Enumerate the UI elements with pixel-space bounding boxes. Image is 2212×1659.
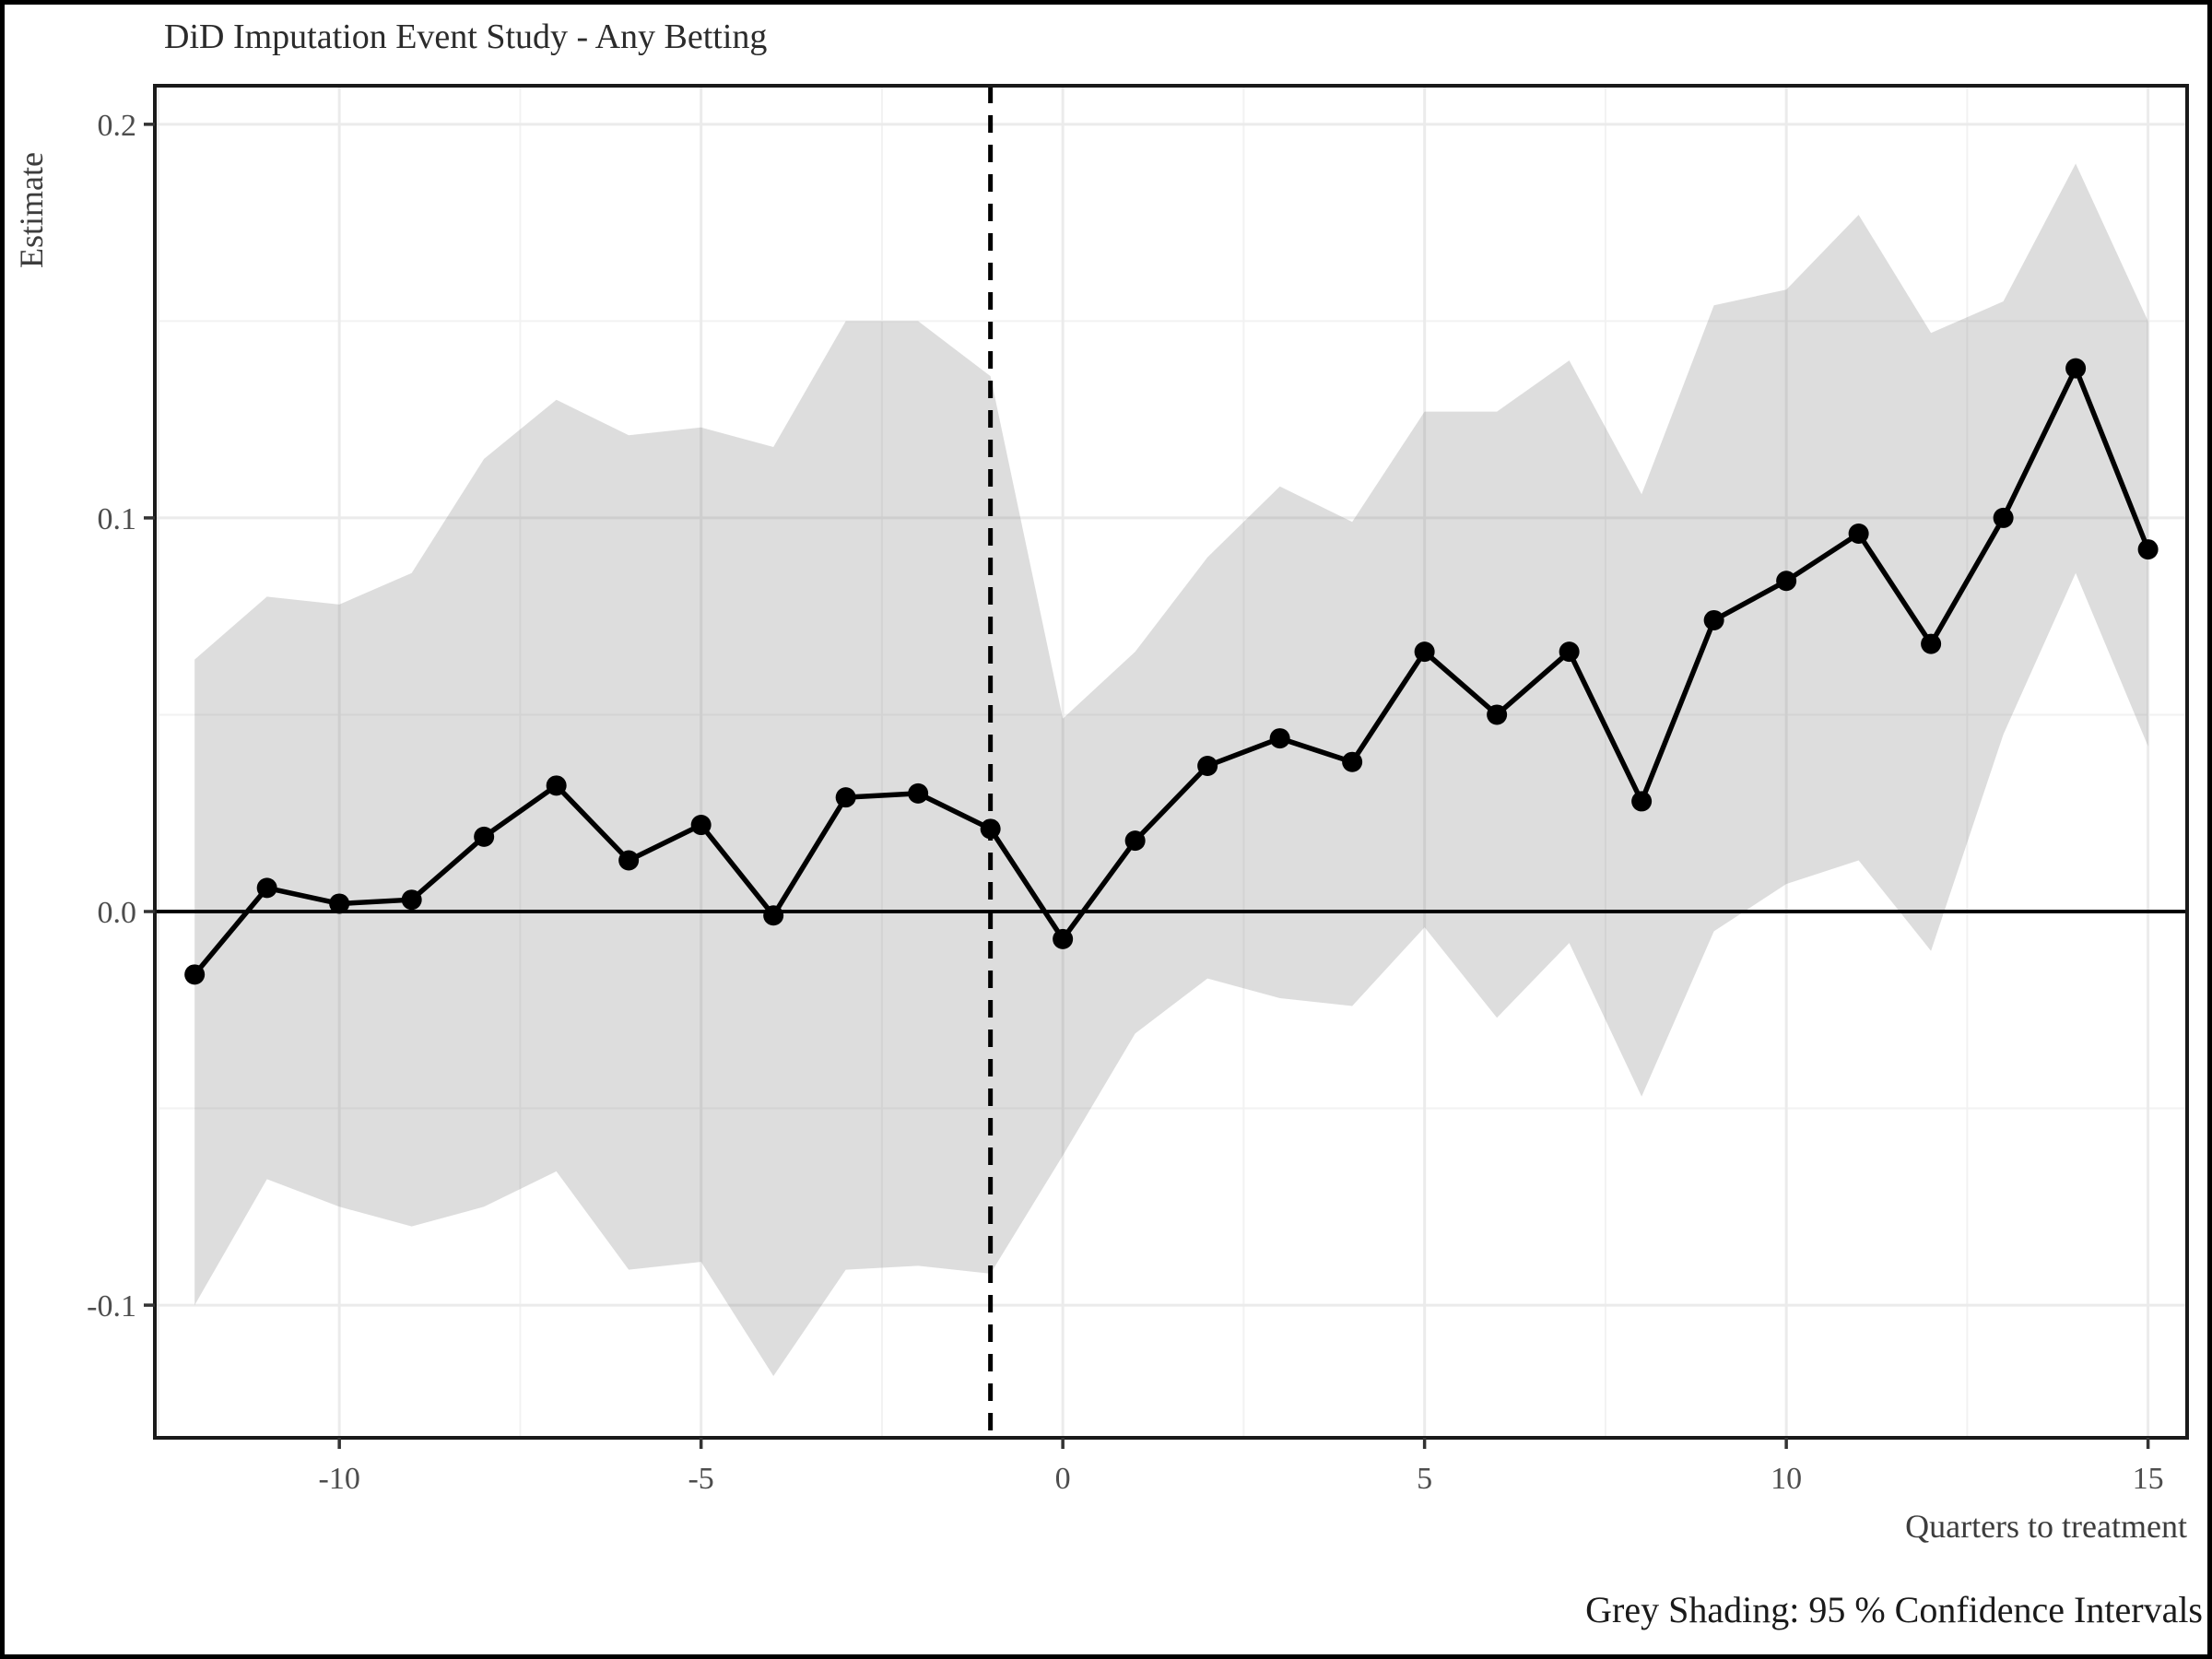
estimate-point xyxy=(184,964,206,985)
estimate-point xyxy=(1921,633,1942,654)
estimate-point xyxy=(401,889,422,911)
estimate-point xyxy=(1776,571,1797,592)
y-axis-title: Estimate xyxy=(13,152,50,268)
y-tick-label: 0.0 xyxy=(98,896,137,930)
estimate-point xyxy=(256,877,277,899)
estimate-point xyxy=(1559,641,1580,663)
reference-lines xyxy=(155,86,2187,1438)
estimate-point xyxy=(1269,728,1290,749)
estimate-point xyxy=(2065,358,2087,379)
gridlines-minor xyxy=(155,86,2187,1438)
y-tick-label: 0.1 xyxy=(98,502,137,536)
x-axis-tick-labels: -10 -5 0 5 10 15 xyxy=(319,1462,2164,1496)
chart-title: DiD Imputation Event Study - Any Betting xyxy=(164,18,767,56)
x-tick-label: -5 xyxy=(688,1462,713,1496)
estimate-series xyxy=(184,358,2159,985)
x-axis-title: Quarters to treatment xyxy=(1905,1508,2187,1545)
estimate-point xyxy=(1848,524,1869,545)
x-tick-label: -10 xyxy=(319,1462,360,1496)
x-tick-label: 0 xyxy=(1055,1462,1071,1496)
axis-tick-marks xyxy=(144,123,2150,1449)
x-tick-label: 15 xyxy=(2133,1462,2164,1496)
estimate-point xyxy=(1487,704,1508,725)
footer-note: Grey Shading: 95 % Confidence Intervals xyxy=(1585,1589,2203,1630)
estimate-point xyxy=(546,775,567,796)
estimate-point xyxy=(1124,830,1146,852)
y-axis-tick-labels: 0.2 0.1 0.0 -0.1 xyxy=(87,109,136,1324)
x-tick-label: 5 xyxy=(1417,1462,1432,1496)
estimate-point xyxy=(1631,791,1653,812)
plot-panel-border xyxy=(153,84,2189,1440)
panel-border-rect xyxy=(153,84,2189,1440)
confidence-band xyxy=(194,163,2148,1376)
estimate-point xyxy=(980,818,1001,840)
estimate-line xyxy=(192,365,2151,978)
confidence-band-area xyxy=(194,163,2148,1376)
estimate-point xyxy=(474,826,495,847)
estimate-point xyxy=(1053,928,1074,949)
estimate-point xyxy=(1342,751,1363,772)
estimate-point xyxy=(1414,641,1435,663)
y-tick-label: 0.2 xyxy=(98,109,137,143)
estimate-point xyxy=(329,893,350,914)
estimate-point xyxy=(908,782,929,804)
y-tick-label: -0.1 xyxy=(87,1289,136,1324)
x-tick-label: 10 xyxy=(1771,1462,1802,1496)
estimate-point xyxy=(1197,755,1218,776)
estimate-point xyxy=(2137,539,2159,560)
estimate-point xyxy=(835,787,856,808)
estimate-point xyxy=(690,815,712,836)
estimate-point xyxy=(1993,507,2014,528)
estimate-point xyxy=(1703,609,1724,630)
estimate-point xyxy=(763,905,784,926)
estimate-point xyxy=(618,850,640,871)
